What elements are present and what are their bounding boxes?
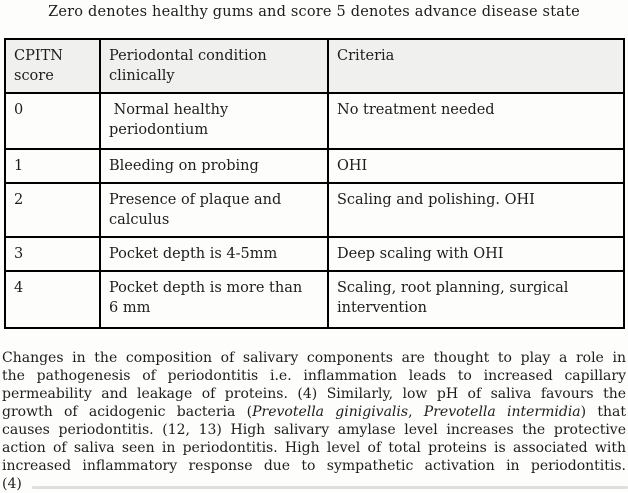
table-row: 1 Bleeding on probing OHI — [4, 148, 625, 184]
paragraph-line: Changes in the composition of salivary c… — [2, 350, 626, 366]
cell-score: 3 — [4, 236, 101, 272]
bacteria-species-name: Prevotella intermidia — [423, 404, 581, 420]
paragraph-line: growth of acidogenic bacteria (Prevotell… — [2, 403, 626, 421]
table-row: 2 Presence of plaque and calculus Scalin… — [4, 182, 625, 238]
cell-criteria: Scaling, root planning, surgical interve… — [327, 270, 625, 329]
paragraph-text-segment: growth of acidogenic bacteria ( — [2, 404, 253, 420]
paragraph-line: action of saliva seen in periodontitis. … — [2, 440, 626, 456]
cell-condition: Bleeding on probing — [99, 148, 329, 184]
paragraph-text-segment: ) that — [580, 404, 626, 420]
table-row: 3 Pocket depth is 4-5mm Deep scaling wit… — [4, 236, 625, 272]
cell-score: 1 — [4, 148, 101, 184]
paragraph-line: causes periodontitis. (12, 13) High sali… — [2, 422, 626, 438]
cell-condition: Pocket depth is 4-5mm — [99, 236, 329, 272]
cell-score: 0 — [4, 92, 101, 150]
body-paragraph: Changes in the composition of salivary c… — [2, 349, 626, 493]
scan-artifact-line — [32, 486, 628, 489]
header-criteria: Criteria — [327, 38, 625, 94]
document-title: Zero denotes healthy gums and score 5 de… — [48, 4, 580, 20]
cell-score: 2 — [4, 182, 101, 238]
cell-condition: Normal healthy periodontium — [99, 92, 329, 150]
cell-condition: Pocket depth is more than 6 mm — [99, 270, 329, 329]
cell-criteria: Deep scaling with OHI — [327, 236, 625, 272]
cell-criteria: OHI — [327, 148, 625, 184]
cell-condition: Presence of plaque and calculus — [99, 182, 329, 238]
paragraph-line: increased inflammatory response due to s… — [2, 458, 626, 474]
table-row: 4 Pocket depth is more than 6 mm Scaling… — [4, 270, 625, 329]
paragraph-line: the pathogenesis of periodontitis i.e. i… — [2, 368, 626, 384]
table-header-row: CPITN score Periodontal condition clinic… — [4, 38, 625, 94]
cell-criteria: No treatment needed — [327, 92, 625, 150]
paragraph-citation-line: (4) — [2, 476, 22, 492]
header-periodontal-condition: Periodontal condition clinically — [99, 38, 329, 94]
cell-score: 4 — [4, 270, 101, 329]
table-row: 0 Normal healthy periodontium No treatme… — [4, 92, 625, 150]
paragraph-line: permeability and leakage of proteins. (4… — [2, 386, 626, 402]
paragraph-text-segment: , — [408, 404, 424, 420]
bacteria-species-name: Prevotella ginigivalis — [252, 404, 409, 420]
cpitn-score-table: CPITN score Periodontal condition clinic… — [4, 38, 625, 329]
cell-criteria: Scaling and polishing. OHI — [327, 182, 625, 238]
header-cpitn-score: CPITN score — [4, 38, 101, 94]
